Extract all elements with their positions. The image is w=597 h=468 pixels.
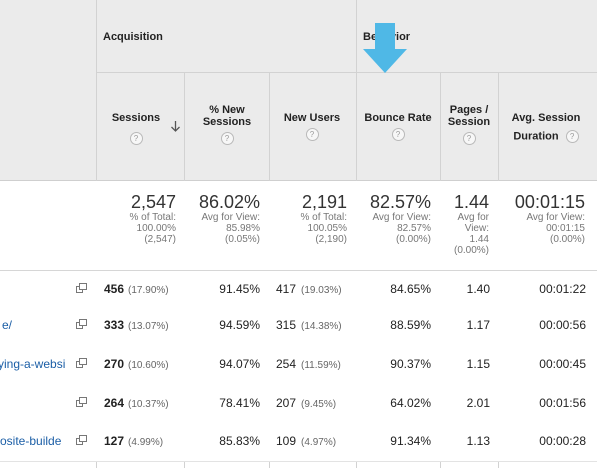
- open-external-icon[interactable]: [76, 358, 87, 368]
- duration-cell: 00:00:28: [539, 434, 586, 448]
- sessions-value: 264: [104, 396, 125, 410]
- sessions-value: 456: [104, 282, 125, 296]
- col-new-sessions-label-2: Sessions: [202, 116, 252, 128]
- pages-cell: 1.13: [466, 434, 490, 448]
- new-users-percent: (9.45%): [301, 399, 337, 410]
- table-header: [0, 0, 597, 181]
- new-users-cell: 417 (19.03%): [276, 282, 342, 296]
- new-users-value: 109: [276, 434, 297, 448]
- col-new-users[interactable]: New Users ?: [272, 112, 352, 141]
- group-acquisition: Acquisition: [103, 31, 163, 43]
- pages-cell: 1.15: [466, 357, 490, 371]
- col-avg-duration[interactable]: Avg. Session Duration ?: [501, 112, 591, 143]
- help-icon[interactable]: ?: [220, 132, 234, 145]
- page-link[interactable]: ying-a-websi: [0, 357, 66, 371]
- total-new-users: 2,191 % of Total: 100.05% (2,190): [300, 192, 347, 245]
- col-bounce-rate-label: Bounce Rate: [364, 112, 432, 124]
- total-pages: 1.44 Avg for View: 1.44 (0.00%): [453, 192, 489, 256]
- total-sessions: 2,547 % of Total: 100.00% (2,547): [129, 192, 176, 245]
- col-duration-label-1: Avg. Session: [511, 112, 581, 124]
- new-sessions-cell: 78.41%: [219, 396, 260, 410]
- sessions-cell: 127 (4.99%): [104, 434, 163, 448]
- arrow-down-icon: [363, 23, 407, 73]
- new-users-value: 315: [276, 318, 297, 332]
- table-row[interactable]: ying-a-websi 270 (10.60%) 94.07% 254 (11.59%)…: [0, 342, 597, 386]
- new-users-value: 417: [276, 282, 297, 296]
- table-row[interactable]: e/333 (13.07%) 94.59% 315 (14.38%) 88.59% 1.17…: [0, 307, 597, 343]
- help-icon[interactable]: ?: [129, 132, 143, 145]
- sessions-percent: (13.07%): [128, 321, 169, 332]
- pages-cell: 1.40: [466, 282, 490, 296]
- table-row[interactable]: 456 (17.90%) 91.45% 417 (19.03%) 84.65% 1.40 00…: [0, 271, 597, 308]
- col-new-sessions[interactable]: % New Sessions ?: [188, 104, 266, 145]
- col-bounce-rate[interactable]: Bounce Rate ?: [359, 112, 437, 141]
- table-row[interactable]: 264 (10.37%) 78.41% 207 (9.45%) 64.02% 2.01 00:…: [0, 385, 597, 422]
- page-link[interactable]: e/: [2, 318, 13, 332]
- open-external-icon[interactable]: [76, 319, 87, 329]
- open-external-icon[interactable]: [76, 397, 87, 407]
- open-external-icon[interactable]: [76, 283, 87, 293]
- sessions-value: 127: [104, 434, 125, 448]
- new-users-value: 207: [276, 396, 297, 410]
- col-sessions-label: Sessions: [111, 112, 161, 124]
- pages-cell: 1.17: [466, 318, 490, 332]
- sessions-percent: (10.60%): [128, 360, 169, 371]
- sessions-cell: 270 (10.60%): [104, 357, 169, 371]
- sessions-percent: (4.99%): [128, 437, 164, 448]
- duration-cell: 00:00:56: [539, 318, 586, 332]
- col-pages-per-session[interactable]: Pages / Session ?: [442, 104, 496, 145]
- new-users-cell: 109 (4.97%): [276, 434, 336, 448]
- header-divider: [96, 72, 597, 73]
- page-link[interactable]: osite-builde: [0, 434, 62, 448]
- new-users-percent: (19.03%): [301, 285, 342, 296]
- bounce-rate-cell: 88.59%: [390, 318, 431, 332]
- total-bounce-rate: 82.57% Avg for View: 82.57% (0.00%): [369, 192, 431, 245]
- new-users-percent: (11.59%): [301, 360, 341, 371]
- open-external-icon[interactable]: [76, 435, 87, 445]
- col-sessions[interactable]: Sessions ?: [100, 112, 172, 145]
- bounce-rate-cell: 84.65%: [390, 282, 431, 296]
- new-users-percent: (14.38%): [301, 321, 342, 332]
- col-duration-label-2: Duration: [513, 130, 559, 143]
- sessions-cell: 333 (13.07%): [104, 318, 169, 332]
- pages-cell: 2.01: [466, 396, 490, 410]
- duration-cell: 00:00:45: [539, 357, 586, 371]
- col-pages-label-2: Session: [447, 116, 491, 128]
- help-icon[interactable]: ?: [462, 132, 476, 145]
- total-new-sessions: 86.02% Avg for View: 85.98% (0.05%): [198, 192, 260, 245]
- help-icon[interactable]: ?: [565, 130, 579, 143]
- sessions-value: 270: [104, 357, 125, 371]
- duration-cell: 00:01:56: [539, 396, 586, 410]
- bounce-rate-cell: 64.02%: [390, 396, 431, 410]
- bounce-rate-cell: 90.37%: [390, 357, 431, 371]
- new-sessions-cell: 94.07%: [219, 357, 260, 371]
- total-duration: 00:01:15 Avg for View: 00:01:15 (0.00%): [514, 192, 585, 245]
- totals-row: 2,547 % of Total: 100.00% (2,547) 86.02%…: [0, 181, 597, 271]
- new-users-cell: 254 (11.59%): [276, 357, 341, 371]
- new-users-cell: 315 (14.38%): [276, 318, 342, 332]
- new-users-cell: 207 (9.45%): [276, 396, 336, 410]
- new-users-value: 254: [276, 357, 297, 371]
- bounce-rate-cell: 91.34%: [390, 434, 431, 448]
- sessions-percent: (17.90%): [128, 285, 169, 296]
- sessions-value: 333: [104, 318, 125, 332]
- table-row[interactable]: osite-builde 127 (4.99%) 85.83% 109 (4.97%) 91…: [0, 421, 597, 462]
- new-sessions-cell: 91.45%: [219, 282, 260, 296]
- new-sessions-cell: 85.83%: [219, 434, 260, 448]
- help-icon[interactable]: ?: [305, 128, 319, 141]
- duration-cell: 00:01:22: [539, 282, 586, 296]
- col-new-users-label: New Users: [283, 112, 341, 124]
- col-new-sessions-label-1: % New: [209, 104, 245, 116]
- new-users-percent: (4.97%): [301, 437, 337, 448]
- help-icon[interactable]: ?: [391, 128, 405, 141]
- new-sessions-cell: 94.59%: [219, 318, 260, 332]
- col-pages-label-1: Pages /: [449, 104, 489, 116]
- sessions-cell: 264 (10.37%): [104, 396, 169, 410]
- sessions-cell: 456 (17.90%): [104, 282, 169, 296]
- sort-descending-icon[interactable]: [170, 120, 181, 133]
- sessions-percent: (10.37%): [128, 399, 169, 410]
